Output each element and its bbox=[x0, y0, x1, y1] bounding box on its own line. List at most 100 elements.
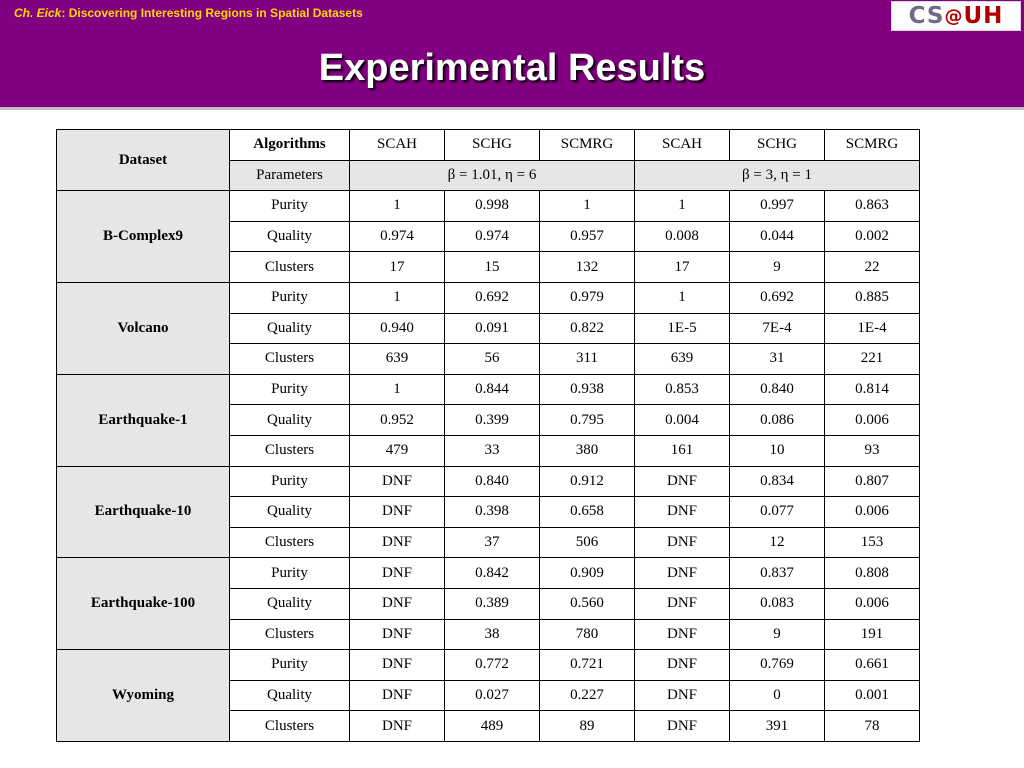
value-cell: DNF bbox=[349, 679, 445, 712]
table-row: Clusters 479 33 380 161 10 93 bbox=[57, 434, 920, 467]
table-row: Quality 0.974 0.974 0.957 0.008 0.044 0.002 bbox=[57, 220, 920, 253]
results-table-body: Dataset Algorithms SCAH SCHG SCMRG SCAH … bbox=[56, 128, 920, 742]
value-cell: 9 bbox=[729, 251, 825, 283]
value-cell: 0.974 bbox=[444, 220, 540, 253]
value-cell: 0.979 bbox=[539, 281, 635, 314]
metric-label-cell: Clusters bbox=[229, 526, 350, 559]
metric-label-cell: Quality bbox=[229, 587, 350, 620]
metric-label-cell: Purity bbox=[229, 465, 350, 498]
value-cell: 38 bbox=[444, 618, 540, 651]
value-cell: 221 bbox=[824, 343, 920, 375]
value-cell: 0.769 bbox=[729, 649, 825, 681]
metric-label-cell: Purity bbox=[229, 281, 350, 314]
value-cell: DNF bbox=[349, 710, 445, 742]
value-cell: 0.940 bbox=[349, 312, 445, 345]
algorithm-header-cell: SCMRG bbox=[824, 129, 920, 161]
value-cell: 0.008 bbox=[634, 220, 730, 253]
value-cell: 56 bbox=[444, 343, 540, 375]
value-cell: 31 bbox=[729, 343, 825, 375]
value-cell: 93 bbox=[824, 434, 920, 467]
value-cell: 161 bbox=[634, 434, 730, 467]
table-row: Earthquake-10 Purity DNF 0.840 0.912 DNF 0.834… bbox=[56, 465, 920, 559]
parameter-set-cell: β = 1.01, η = 6 bbox=[349, 159, 635, 192]
parameters-header-row: Parameters β = 1.01, η = 6 β = 3, η = 1 bbox=[57, 159, 920, 192]
value-cell: 89 bbox=[539, 710, 635, 742]
value-cell: 1 bbox=[634, 190, 730, 222]
value-cell: 0.834 bbox=[729, 465, 825, 498]
value-cell: DNF bbox=[634, 496, 730, 528]
algorithm-header-cell: SCHG bbox=[444, 129, 540, 161]
value-cell: DNF bbox=[349, 587, 445, 620]
slide-header: Ch. Eick: Discovering Interesting Region… bbox=[0, 0, 1024, 110]
value-cell: 0.027 bbox=[444, 679, 540, 712]
metric-label-cell: Clusters bbox=[229, 710, 350, 742]
table-row: Earthquake-1 Purity 1 0.844 0.938 0.853 0.840 0… bbox=[56, 373, 920, 467]
value-cell: 0.952 bbox=[349, 404, 445, 436]
caption-author: Ch. Eick bbox=[14, 6, 62, 20]
value-cell: 0.006 bbox=[824, 496, 920, 528]
algorithm-header-cell: SCHG bbox=[729, 129, 825, 161]
algorithms-header: Algorithms bbox=[229, 129, 350, 161]
dataset-name-cell: Earthquake-100 bbox=[56, 557, 230, 651]
value-cell: 1E-4 bbox=[824, 312, 920, 345]
value-cell: 0.814 bbox=[824, 373, 920, 406]
value-cell: 0.974 bbox=[349, 220, 445, 253]
value-cell: 639 bbox=[634, 343, 730, 375]
table-row: Quality 0.940 0.091 0.822 1E-5 7E-4 1E-4 bbox=[57, 312, 920, 345]
metric-label-cell: Clusters bbox=[229, 343, 350, 375]
value-cell: 1 bbox=[634, 281, 730, 314]
metric-label-cell: Quality bbox=[229, 496, 350, 528]
metric-label-cell: Purity bbox=[229, 557, 350, 589]
value-cell: DNF bbox=[634, 649, 730, 681]
value-cell: 78 bbox=[824, 710, 920, 742]
algorithms-header-row: Dataset Algorithms SCAH SCHG SCMRG SCAH … bbox=[56, 128, 920, 192]
value-cell: 0.661 bbox=[824, 649, 920, 681]
cs-uh-logo: CS @ UH bbox=[891, 1, 1021, 31]
value-cell: 0.077 bbox=[729, 496, 825, 528]
value-cell: 0.399 bbox=[444, 404, 540, 436]
algorithm-header-cell: SCAH bbox=[349, 129, 445, 161]
value-cell: DNF bbox=[349, 526, 445, 559]
table-row: Wyoming Purity DNF 0.772 0.721 DNF 0.769 0.661 bbox=[56, 649, 920, 742]
value-cell: 0.997 bbox=[729, 190, 825, 222]
value-cell: 0.002 bbox=[824, 220, 920, 253]
metric-label-cell: Quality bbox=[229, 679, 350, 712]
value-cell: 1 bbox=[349, 373, 445, 406]
value-cell: 0.807 bbox=[824, 465, 920, 498]
value-cell: 22 bbox=[824, 251, 920, 283]
value-cell: 17 bbox=[349, 251, 445, 283]
value-cell: 0.658 bbox=[539, 496, 635, 528]
value-cell: 0.844 bbox=[444, 373, 540, 406]
value-cell: 489 bbox=[444, 710, 540, 742]
metric-label-cell: Purity bbox=[229, 649, 350, 681]
value-cell: DNF bbox=[349, 557, 445, 589]
value-cell: 0.044 bbox=[729, 220, 825, 253]
value-cell: 10 bbox=[729, 434, 825, 467]
value-cell: DNF bbox=[349, 465, 445, 498]
value-cell: 0.772 bbox=[444, 649, 540, 681]
caption-text: : Discovering Interesting Regions in Spa… bbox=[61, 6, 363, 20]
value-cell: 479 bbox=[349, 434, 445, 467]
parameter-set-cell: β = 3, η = 1 bbox=[634, 159, 920, 192]
value-cell: DNF bbox=[634, 618, 730, 651]
dataset-name-cell: B-Complex9 bbox=[56, 190, 230, 283]
value-cell: DNF bbox=[634, 465, 730, 498]
metric-label-cell: Purity bbox=[229, 190, 350, 222]
metric-label-cell: Clusters bbox=[229, 434, 350, 467]
algorithm-header-cell: SCAH bbox=[634, 129, 730, 161]
metric-label-cell: Quality bbox=[229, 404, 350, 436]
table-row: Clusters DNF 37 506 DNF 12 153 bbox=[57, 526, 920, 559]
value-cell: 0.006 bbox=[824, 404, 920, 436]
dataset-name-cell: Earthquake-1 bbox=[56, 373, 230, 467]
value-cell: DNF bbox=[349, 496, 445, 528]
table-row: Quality DNF 0.027 0.227 DNF 0 0.001 bbox=[57, 679, 920, 712]
table-row: B-Complex9 Purity 1 0.998 1 1 0.997 0.863 bbox=[56, 190, 920, 283]
value-cell: 191 bbox=[824, 618, 920, 651]
value-cell: 7E-4 bbox=[729, 312, 825, 345]
value-cell: 0.004 bbox=[634, 404, 730, 436]
table-row: Quality DNF 0.389 0.560 DNF 0.083 0.006 bbox=[57, 587, 920, 620]
value-cell: 639 bbox=[349, 343, 445, 375]
value-cell: DNF bbox=[634, 679, 730, 712]
value-cell: 0.998 bbox=[444, 190, 540, 222]
slide-title: Experimental Results bbox=[318, 47, 706, 89]
